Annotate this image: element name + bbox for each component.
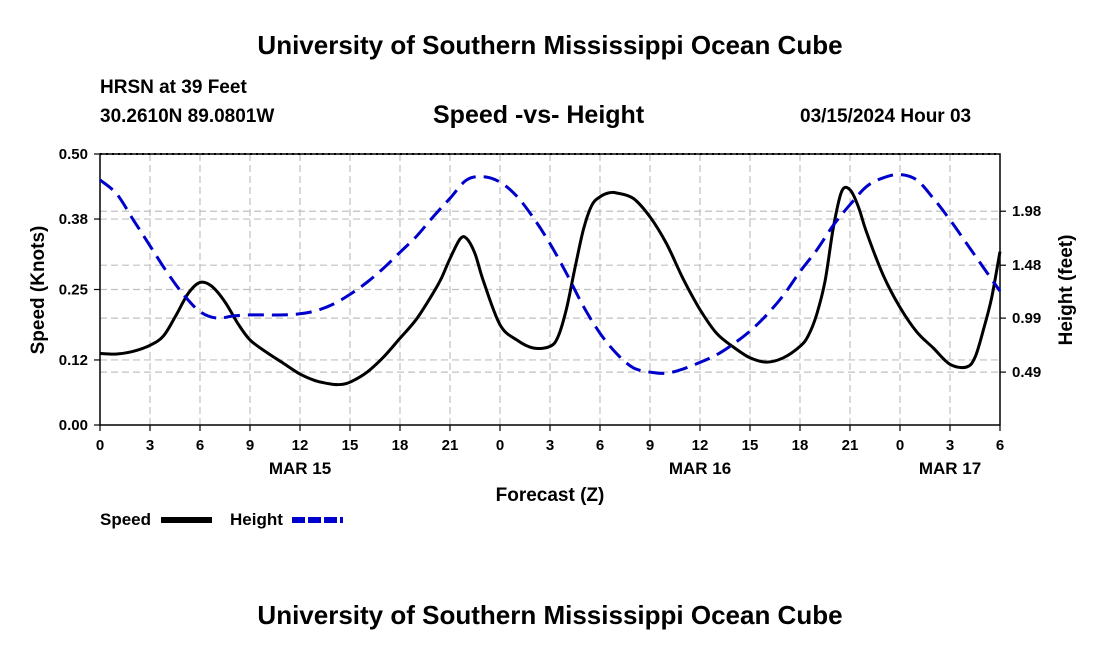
x-tick-label: 0: [496, 437, 504, 454]
top-title: University of Southern Mississippi Ocean…: [257, 30, 843, 60]
x-tick-label: 3: [146, 437, 154, 454]
forecast-datetime: 03/15/2024 Hour 03: [800, 106, 972, 127]
y-tick-label-right: 1.98: [1012, 203, 1041, 220]
axis-tick-labels: 0 3 6 9 12 15 18 21 0 3 6 9 12 15 18 21 0 3 6 MAR 15 MAR 16 M…: [59, 146, 1041, 478]
chart-grid: [100, 154, 1000, 425]
legend-speed-label: Speed: [100, 510, 151, 529]
x-tick-label: 0: [896, 437, 904, 454]
x-tick-label: 3: [946, 437, 954, 454]
chart-title: Speed -vs- Height: [433, 101, 645, 129]
y-tick-label-right: 0.49: [1012, 364, 1041, 381]
y-axis-label-left: Speed (Knots): [28, 226, 49, 355]
y-tick-label-left: 0.25: [59, 282, 88, 299]
series-line-speed: [99, 185, 1002, 387]
station-coords: 30.2610N 89.0801W: [100, 106, 275, 127]
x-tick-label: 21: [442, 437, 459, 454]
x-tick-label: 18: [792, 437, 809, 454]
station-label: HRSN at 39 Feet: [100, 77, 247, 98]
axis-ticks: [94, 153, 1006, 431]
series-line-height: [99, 172, 1002, 375]
y-axis-label-right: Height (feet): [1056, 235, 1077, 346]
y-tick-label-left: 0.38: [59, 211, 88, 228]
x-tick-label: 6: [196, 437, 204, 454]
x-tick-label: 15: [742, 437, 759, 454]
legend-height-label: Height: [230, 510, 283, 529]
x-tick-label: 0: [96, 437, 104, 454]
x-date-label: MAR 15: [269, 459, 331, 478]
legend: Speed Height: [100, 510, 343, 529]
chart-series: [99, 172, 1002, 387]
x-tick-label: 21: [842, 437, 859, 454]
y-tick-label-left: 0.00: [59, 417, 88, 434]
bottom-title: University of Southern Mississippi Ocean…: [257, 600, 843, 630]
y-tick-label-right: 1.48: [1012, 257, 1041, 274]
x-date-label: MAR 17: [919, 459, 981, 478]
x-tick-label: 9: [646, 437, 654, 454]
x-date-label: MAR 16: [669, 459, 731, 478]
x-tick-label: 6: [996, 437, 1004, 454]
y-tick-label-left: 0.50: [59, 146, 88, 163]
x-tick-label: 3: [546, 437, 554, 454]
x-tick-label: 12: [692, 437, 709, 454]
x-tick-label: 12: [292, 437, 309, 454]
x-tick-label: 15: [342, 437, 359, 454]
x-tick-label: 18: [392, 437, 409, 454]
x-axis-label: Forecast (Z): [496, 485, 605, 506]
x-tick-label: 6: [596, 437, 604, 454]
y-tick-label-right: 0.99: [1012, 310, 1041, 327]
y-tick-label-left: 0.12: [59, 352, 88, 369]
x-tick-label: 9: [246, 437, 254, 454]
